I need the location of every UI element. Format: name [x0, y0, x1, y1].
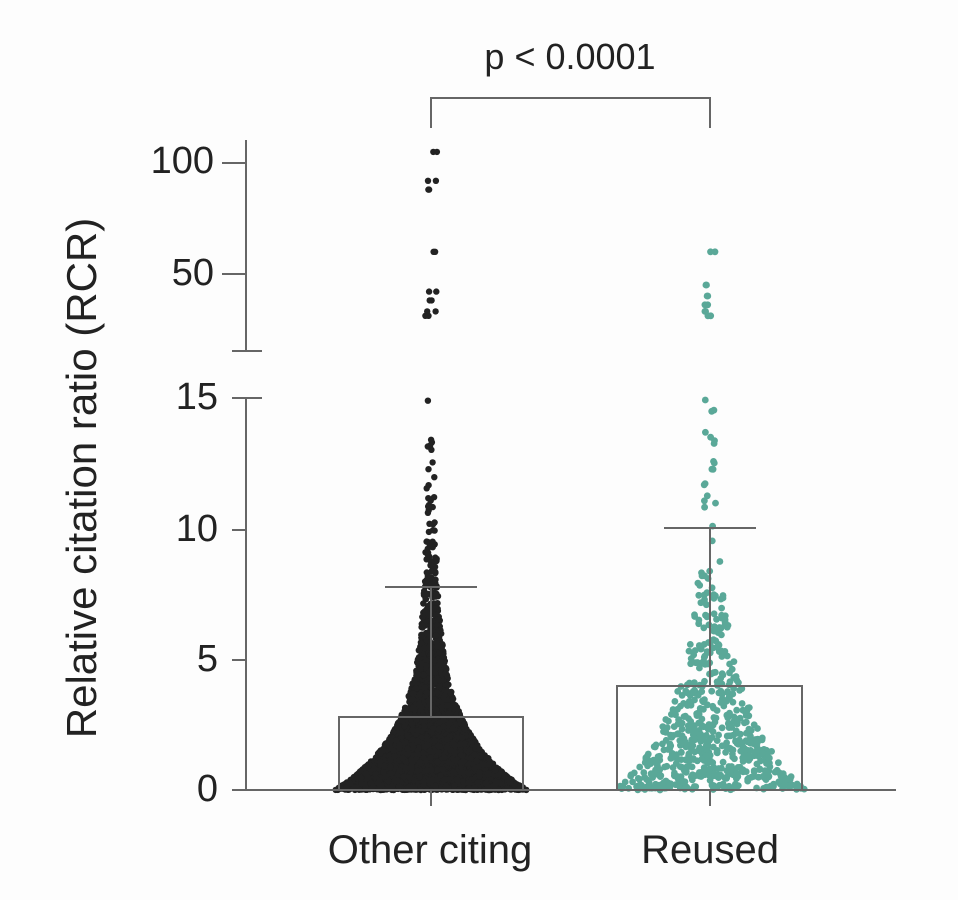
dots-reused: [616, 248, 808, 794]
tick-50: 50: [171, 252, 214, 294]
tick-10: 10: [175, 508, 218, 550]
tick-5: 5: [196, 638, 218, 680]
y-axis-label: Relative citation ratio (RCR): [58, 217, 105, 739]
x-label-reused: Reused: [641, 828, 779, 872]
axes: [222, 97, 896, 806]
tick-0: 0: [196, 768, 218, 810]
tick-15: 15: [175, 376, 218, 418]
x-label-other-citing: Other citing: [327, 828, 533, 872]
significance-bracket: [430, 97, 711, 128]
tick-100: 100: [150, 140, 214, 182]
p-value-annotation: p < 0.0001: [484, 36, 656, 77]
